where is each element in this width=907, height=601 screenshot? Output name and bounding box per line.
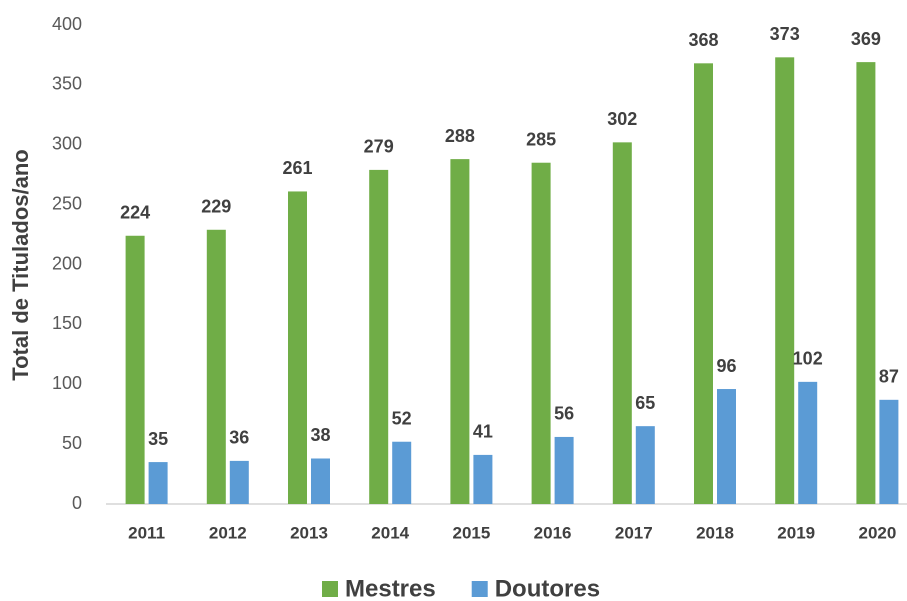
x-tick-label: 2015 [452,523,490,542]
value-label: 36 [229,428,249,448]
legend-swatch [471,581,488,597]
value-label: 279 [364,137,394,157]
x-tick-label: 2018 [696,523,734,542]
value-label: 302 [607,109,637,129]
x-tick-label: 2014 [371,523,409,542]
value-label: 96 [716,356,736,376]
value-label: 65 [635,393,655,413]
value-label: 56 [554,404,574,424]
bar [554,436,574,504]
legend-label: Doutores [495,575,600,601]
value-label: 368 [688,30,718,50]
bar [775,57,795,505]
bar [612,142,632,505]
value-label: 102 [793,349,823,369]
bar [798,381,818,504]
y-tick-label: 200 [52,253,82,273]
value-label: 87 [879,367,899,387]
bar [450,159,470,504]
bar [206,229,226,504]
bar [125,235,145,504]
bar [229,460,249,504]
value-label: 288 [445,126,475,146]
y-tick-label: 0 [72,493,82,513]
y-tick-label: 300 [52,134,82,154]
bar [473,454,493,504]
value-label: 373 [770,24,800,44]
x-tick-label: 2017 [615,523,653,542]
y-tick-label: 400 [52,14,82,34]
bar [311,458,330,504]
bar [879,399,899,504]
y-tick-label: 100 [52,373,82,393]
y-tick-label: 250 [52,193,82,213]
y-tick-label: 50 [62,433,82,453]
bar [531,162,551,504]
bar [369,169,389,504]
bar [694,63,713,504]
value-label: 52 [392,408,412,428]
bar [856,62,876,505]
value-label: 229 [201,197,231,217]
bar [288,191,307,504]
bar [635,426,655,504]
bar [148,462,168,504]
value-label: 224 [120,203,150,223]
legend-swatch [322,581,338,597]
value-label: 38 [310,425,330,445]
legend-label: Mestres [345,575,436,601]
value-label: 41 [473,422,493,442]
value-label: 285 [526,129,556,149]
bar [392,441,412,504]
value-label: 261 [282,158,312,178]
x-tick-label: 2011 [128,523,165,542]
bar [717,389,736,504]
x-tick-label: 2013 [290,523,328,542]
value-label: 369 [851,29,881,49]
y-tick-label: 350 [52,74,82,94]
y-tick-label: 150 [52,313,82,333]
value-label: 35 [148,429,168,449]
x-tick-label: 2012 [209,523,247,542]
x-tick-label: 2019 [777,523,815,542]
x-tick-label: 2016 [534,523,572,542]
x-tick-label: 2020 [858,523,896,542]
y-axis-title: Total de Titulados/ano [8,149,33,380]
